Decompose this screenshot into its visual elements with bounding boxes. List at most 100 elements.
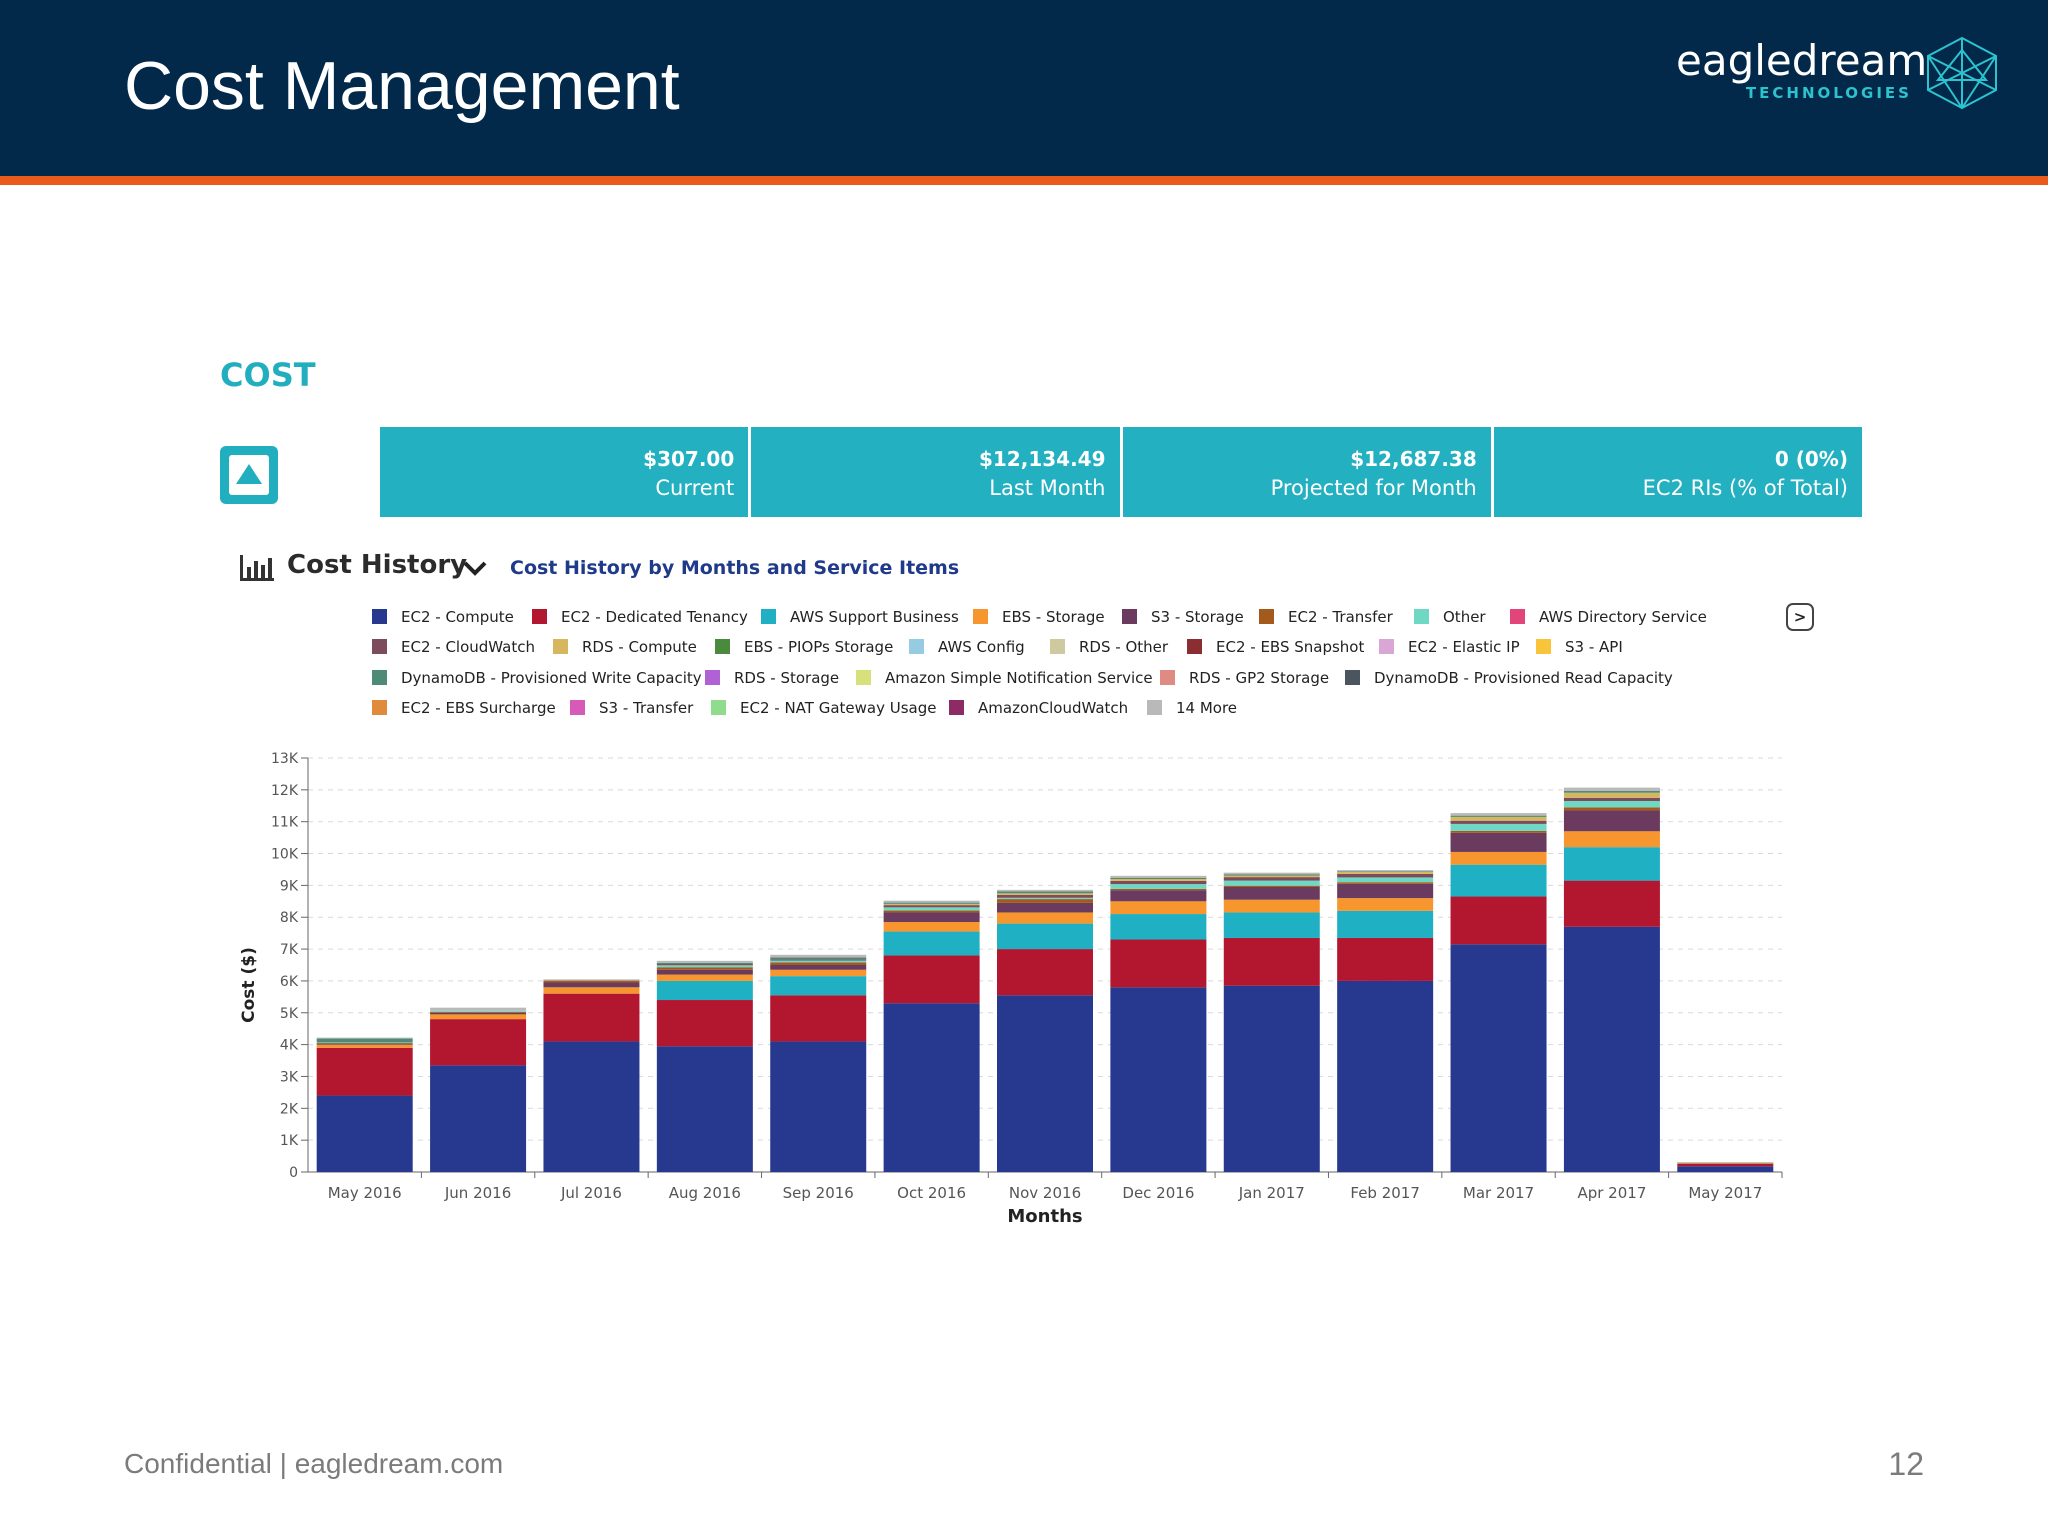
bar-segment bbox=[1337, 883, 1434, 899]
bar-segment bbox=[1563, 831, 1660, 848]
bar-segment bbox=[770, 965, 867, 970]
bar-segment bbox=[543, 980, 640, 983]
legend-label: EC2 - CloudWatch bbox=[401, 638, 535, 656]
bar-segment bbox=[1337, 937, 1434, 981]
bar-segment bbox=[1677, 1163, 1774, 1167]
bar-segment bbox=[1337, 910, 1434, 938]
y-tick-label: 10K bbox=[271, 847, 299, 863]
bar-segment bbox=[1450, 832, 1547, 852]
x-tick-label: May 2016 bbox=[328, 1184, 402, 1202]
bar-segment bbox=[1677, 1163, 1774, 1164]
legend-label: AWS Support Business bbox=[790, 608, 959, 626]
bar-segment bbox=[430, 1007, 527, 1011]
chart-subtitle: Cost History by Months and Service Items bbox=[510, 557, 960, 579]
x-tick-label: Jul 2016 bbox=[560, 1184, 622, 1202]
bar-segment bbox=[1677, 1162, 1774, 1163]
kpi-value: 0 (0%) bbox=[1774, 447, 1848, 471]
y-tick-label: 7K bbox=[280, 942, 299, 958]
bar-segment bbox=[430, 1012, 527, 1015]
bar-segment bbox=[656, 960, 753, 963]
chevron-down-icon[interactable] bbox=[462, 559, 488, 577]
bar-segment bbox=[1337, 877, 1434, 883]
bar-segment bbox=[1223, 985, 1320, 1172]
legend-label: Other bbox=[1443, 608, 1486, 626]
x-tick-label: Apr 2017 bbox=[1577, 1184, 1646, 1202]
legend-label: S3 - Transfer bbox=[599, 699, 694, 717]
page-number: 12 bbox=[1888, 1446, 1924, 1482]
legend-next-button[interactable]: > bbox=[1786, 603, 1814, 631]
bar-segment bbox=[1223, 880, 1320, 886]
bar-segment bbox=[883, 903, 980, 906]
bar-segment bbox=[1223, 886, 1320, 900]
logo-wordmark: eagledream bbox=[1676, 36, 1928, 85]
bar-segment bbox=[1563, 847, 1660, 881]
x-tick-label: Jun 2016 bbox=[444, 1184, 511, 1202]
y-tick-label: 2K bbox=[280, 1101, 299, 1117]
y-tick-label: 0 bbox=[289, 1165, 298, 1181]
bar-segment bbox=[1450, 823, 1547, 831]
bar-segment bbox=[656, 980, 753, 1001]
y-axis-title: Cost ($) bbox=[239, 947, 259, 1023]
legend-swatch bbox=[532, 609, 547, 624]
bar-segment bbox=[656, 964, 753, 966]
kpi-last-month: $12,134.49 Last Month bbox=[751, 427, 1120, 517]
bar-segment bbox=[997, 893, 1093, 895]
x-tick-label: Dec 2016 bbox=[1122, 1184, 1194, 1202]
x-tick-label: Mar 2017 bbox=[1463, 1184, 1534, 1202]
kpi-value: $12,687.38 bbox=[1350, 447, 1477, 471]
bar-segment bbox=[770, 1041, 867, 1172]
legend-swatch bbox=[372, 700, 387, 715]
kpi-projected: $12,687.38 Projected for Month bbox=[1122, 427, 1491, 517]
bar-segment bbox=[1223, 874, 1320, 876]
collapse-box bbox=[229, 455, 269, 495]
bar-segment bbox=[1450, 896, 1547, 945]
bar-segment bbox=[1677, 1166, 1774, 1172]
bar-segment bbox=[1337, 871, 1434, 873]
legend-swatch bbox=[372, 639, 387, 654]
bar-segment bbox=[883, 900, 980, 903]
y-tick-label: 1K bbox=[280, 1133, 299, 1149]
bar-segment bbox=[997, 923, 1093, 950]
bar-segment bbox=[316, 1043, 413, 1044]
legend-label: S3 - API bbox=[1565, 638, 1623, 656]
legend-swatch bbox=[973, 609, 988, 624]
legend-label: AmazonCloudWatch bbox=[978, 699, 1128, 717]
legend-label: EC2 - NAT Gateway Usage bbox=[740, 699, 936, 717]
footer-confidential: Confidential | eagledream.com bbox=[124, 1448, 504, 1479]
x-tick-label: Jan 2017 bbox=[1238, 1184, 1305, 1202]
bar-segment bbox=[1110, 890, 1207, 902]
legend-swatch bbox=[1147, 700, 1162, 715]
bar-segment bbox=[656, 969, 753, 975]
bar-segment bbox=[543, 1041, 640, 1172]
legend-swatch bbox=[372, 670, 387, 685]
bar-segment bbox=[1337, 872, 1434, 874]
cost-history-dropdown[interactable]: Cost History bbox=[287, 550, 468, 580]
kpi-label: Current bbox=[655, 476, 735, 500]
bar-chart-icon bbox=[240, 555, 274, 581]
bar-segment bbox=[316, 1042, 413, 1044]
legend-swatch bbox=[1414, 609, 1429, 624]
legend-label: RDS - Compute bbox=[582, 638, 697, 656]
x-tick-label: Oct 2016 bbox=[897, 1184, 966, 1202]
legend-label: EC2 - Elastic IP bbox=[1408, 638, 1520, 656]
bar-segment bbox=[656, 967, 753, 970]
bar-segment bbox=[1223, 875, 1320, 878]
bar-segment bbox=[1110, 875, 1207, 878]
bar-segment bbox=[1563, 880, 1660, 927]
bar-segment bbox=[1450, 830, 1547, 833]
collapse-section-button[interactable] bbox=[220, 446, 278, 504]
bar-segment bbox=[1223, 899, 1320, 913]
bar-segment bbox=[997, 894, 1093, 898]
legend-swatch bbox=[1050, 639, 1065, 654]
bar-segment bbox=[1110, 914, 1207, 940]
bar-segment bbox=[883, 902, 980, 904]
bar-segment bbox=[316, 1043, 413, 1045]
bar-segment bbox=[430, 1010, 527, 1012]
kpi-label: Projected for Month bbox=[1270, 476, 1477, 500]
bar-segment bbox=[883, 907, 980, 911]
bar-segment bbox=[1110, 901, 1207, 915]
bar-segment bbox=[1563, 792, 1660, 798]
bar-segment bbox=[997, 897, 1093, 900]
legend-swatch bbox=[1160, 670, 1175, 685]
y-tick-label: 8K bbox=[280, 910, 299, 926]
